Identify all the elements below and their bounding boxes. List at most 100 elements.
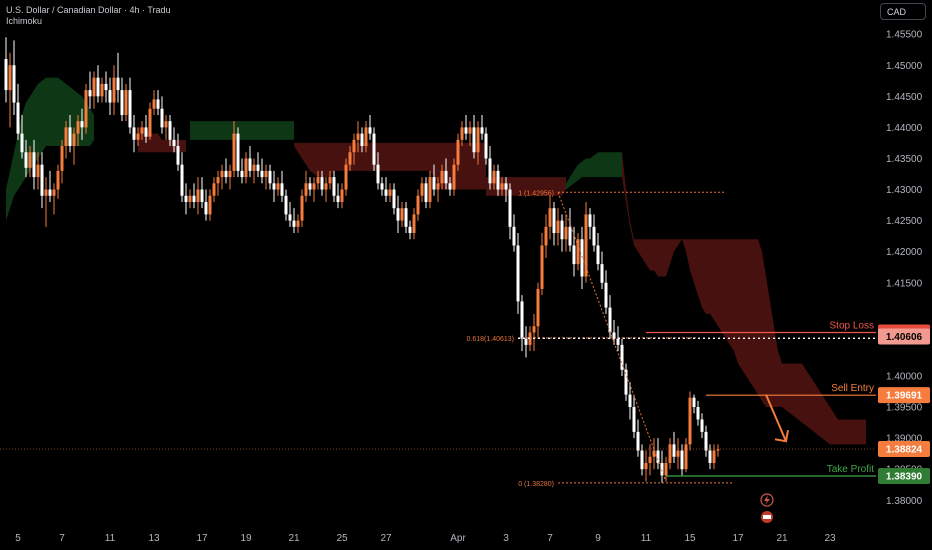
- y-tick-label: 1.42500: [886, 216, 923, 227]
- candle-body: [96, 77, 100, 97]
- candle-body: [36, 164, 40, 178]
- candle: [472, 114, 476, 159]
- candle: [396, 195, 400, 234]
- candle-body: [80, 121, 84, 128]
- candle: [220, 164, 224, 190]
- y-tick-label: 1.43500: [886, 154, 923, 165]
- candle: [432, 164, 436, 196]
- x-tick-label: 9: [595, 533, 601, 544]
- candle: [180, 152, 184, 202]
- candle: [120, 77, 124, 122]
- candle-body: [464, 127, 468, 134]
- candle: [712, 444, 716, 470]
- candle: [216, 170, 220, 196]
- candle: [656, 438, 660, 470]
- candle: [544, 214, 548, 258]
- candle: [440, 164, 444, 190]
- candle: [132, 114, 136, 153]
- candle: [112, 65, 116, 115]
- candle-body: [520, 301, 524, 339]
- candle: [420, 177, 424, 202]
- candle: [664, 456, 668, 482]
- candle: [520, 295, 524, 352]
- candle: [476, 121, 480, 165]
- candle: [340, 183, 344, 209]
- candle-body: [564, 226, 568, 240]
- candle-body: [568, 226, 572, 246]
- candle: [4, 37, 8, 103]
- candle: [332, 170, 336, 202]
- candle-body: [88, 90, 92, 97]
- candle: [436, 177, 440, 202]
- candle: [504, 177, 508, 202]
- candle-body: [340, 189, 344, 202]
- candle: [80, 108, 84, 140]
- candle-body: [68, 127, 72, 147]
- candle-body: [452, 164, 456, 190]
- candle-body: [360, 133, 364, 147]
- candle-body: [656, 450, 660, 463]
- candle-body: [628, 394, 632, 408]
- cloud-segment-6: [622, 152, 866, 445]
- candle-body: [468, 127, 472, 134]
- candle: [268, 164, 272, 190]
- candle-body: [536, 288, 540, 327]
- candle-body: [144, 127, 148, 137]
- candle: [556, 208, 560, 246]
- candle: [492, 164, 496, 190]
- candle-body: [476, 127, 480, 153]
- candle-body: [236, 133, 240, 171]
- candle-body: [456, 139, 460, 165]
- candle: [292, 208, 296, 234]
- candle-body: [124, 90, 128, 115]
- candle: [620, 338, 624, 376]
- candle: [716, 444, 720, 457]
- candle-body: [108, 90, 112, 103]
- candle-body: [640, 450, 644, 470]
- candle: [196, 177, 200, 215]
- candle-body: [260, 170, 264, 178]
- candle-body: [364, 127, 368, 147]
- cloud-segment-5: [566, 152, 622, 190]
- candle: [448, 177, 452, 196]
- calendar-event-icon-flag: [763, 515, 771, 519]
- candle-body: [552, 208, 556, 234]
- candle: [312, 177, 316, 202]
- candle: [64, 121, 68, 159]
- candle-body: [308, 183, 312, 190]
- candle-body: [60, 146, 64, 171]
- last-price-tag-text: 1.38824: [886, 445, 923, 456]
- y-tick-label: 1.45500: [886, 30, 923, 41]
- candle: [588, 208, 592, 240]
- x-tick-label: 21: [288, 533, 300, 544]
- candle: [708, 444, 712, 470]
- candle: [596, 233, 600, 271]
- candle: [356, 121, 360, 153]
- y-tick-label: 1.41500: [886, 278, 923, 289]
- currency-button[interactable]: CAD: [880, 3, 926, 20]
- candle-body: [332, 177, 336, 196]
- candle-body: [280, 183, 284, 196]
- candle-body: [116, 77, 120, 91]
- x-tick-label: 23: [824, 533, 836, 544]
- candle-body: [396, 208, 400, 221]
- candle-body: [72, 133, 76, 147]
- candle: [548, 195, 552, 240]
- candle: [168, 114, 172, 147]
- candle: [72, 127, 76, 165]
- candle: [44, 177, 48, 227]
- candle-body: [44, 189, 48, 196]
- candle: [172, 127, 176, 153]
- candle: [296, 214, 300, 234]
- candle: [668, 438, 672, 470]
- candle-body: [388, 189, 392, 196]
- candle: [16, 83, 20, 140]
- candle-body: [56, 170, 60, 190]
- y-tick-label: 1.44500: [886, 92, 923, 103]
- candle-body: [680, 450, 684, 470]
- candle-body: [220, 170, 224, 178]
- candle-body: [192, 195, 196, 202]
- candle: [304, 170, 308, 202]
- candle-body: [684, 444, 688, 470]
